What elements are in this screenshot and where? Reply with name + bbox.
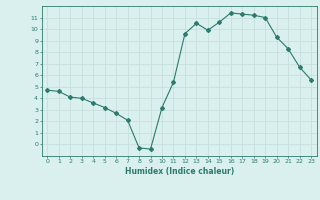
- X-axis label: Humidex (Indice chaleur): Humidex (Indice chaleur): [124, 167, 234, 176]
